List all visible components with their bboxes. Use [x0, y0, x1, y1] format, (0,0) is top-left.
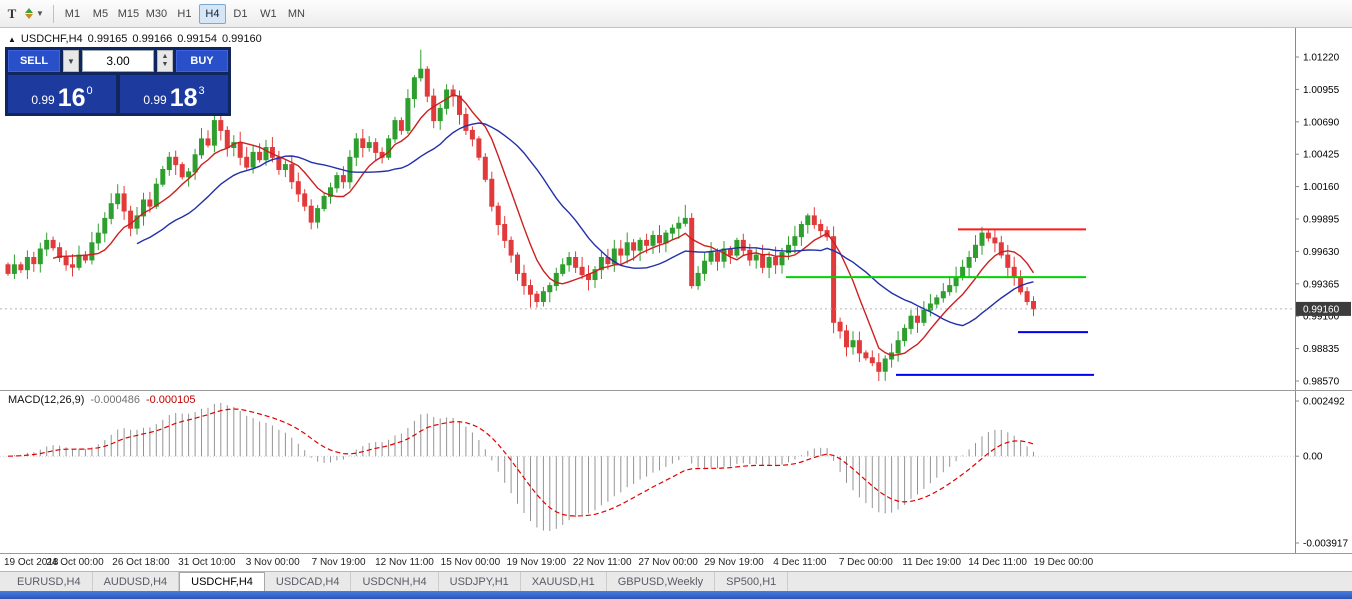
- time-axis[interactable]: 19 Oct 2018 24 Oct 00:00 26 Oct 18:00 31 Oc…: [0, 553, 1352, 571]
- time-label: 26 Oct 18:00: [112, 557, 170, 568]
- ohlc-open: 0.99165: [87, 33, 128, 45]
- svg-text:1.00690: 1.00690: [1303, 117, 1340, 128]
- svg-text:1.00425: 1.00425: [1303, 150, 1340, 161]
- volume-input[interactable]: [82, 50, 154, 72]
- svg-text:0.00: 0.00: [1303, 452, 1323, 463]
- symbol-marker-icon: ▲: [8, 35, 16, 44]
- time-label: 7 Dec 00:00: [838, 557, 893, 568]
- svg-text:0.98570: 0.98570: [1303, 377, 1340, 388]
- tab-usdchf-h4[interactable]: USDCHF,H4: [179, 572, 265, 591]
- bottom-window-edge: [0, 591, 1352, 599]
- sell-price-small: 0.99: [31, 93, 55, 107]
- timeframe-m5[interactable]: M5: [92, 7, 109, 20]
- time-label: 24 Oct 00:00: [46, 557, 104, 568]
- objects-dropdown-button[interactable]: ▼: [21, 3, 48, 25]
- sell-price-button[interactable]: 0.99 16 0: [8, 75, 116, 113]
- timeframe-d1[interactable]: D1: [233, 7, 248, 20]
- sell-button[interactable]: SELL: [8, 50, 60, 72]
- time-label: 29 Nov 19:00: [704, 557, 764, 568]
- timeframe-h1[interactable]: H1: [177, 7, 192, 20]
- volume-spinner[interactable]: ▲ ▼: [157, 50, 173, 72]
- ohlc-high: 0.99166: [132, 33, 173, 45]
- svg-text:0.99100: 0.99100: [1303, 312, 1340, 323]
- buy-price-button[interactable]: 0.99 18 3: [120, 75, 228, 113]
- time-label: 27 Nov 00:00: [638, 557, 698, 568]
- svg-text:0.002492: 0.002492: [1303, 397, 1345, 408]
- time-label: 14 Dec 11:00: [968, 557, 1027, 568]
- macd-signal-value: -0.000105: [145, 394, 196, 406]
- tab-audusd-h4[interactable]: AUDUSD,H4: [93, 572, 180, 591]
- svg-text:1.00955: 1.00955: [1303, 85, 1340, 96]
- buy-button[interactable]: BUY: [176, 50, 228, 72]
- time-label: 11 Dec 19:00: [902, 557, 962, 568]
- text-tool-button[interactable]: T: [3, 3, 21, 25]
- svg-text:0.99630: 0.99630: [1303, 247, 1340, 258]
- text-tool-icon: T: [7, 5, 17, 21]
- chevron-down-icon: ▼: [36, 9, 44, 18]
- buy-price-sup: 3: [198, 85, 205, 97]
- price-chart-panel: 1.01220 1.00955 1.00690 1.00425 1.00160 0.998…: [0, 28, 1352, 390]
- toolbar-separator: [52, 4, 54, 23]
- buy-price-small: 0.99: [143, 93, 167, 107]
- volume-dropdown-button[interactable]: ▼: [63, 50, 79, 72]
- time-label: 22 Nov 11:00: [572, 557, 632, 568]
- macd-main-value: -0.000486: [90, 394, 140, 406]
- ohlc-close: 0.99160: [221, 33, 262, 45]
- time-label: 31 Oct 10:00: [178, 557, 236, 568]
- svg-text:-0.003917: -0.003917: [1303, 539, 1348, 550]
- objects-icon: [25, 8, 33, 19]
- svg-text:0.98835: 0.98835: [1303, 344, 1340, 355]
- time-label: 3 Nov 00:00: [245, 557, 300, 568]
- svg-text:0.99895: 0.99895: [1303, 215, 1340, 226]
- macd-panel: 0.002492 0.00 -0.003917 MACD(12,26,9) -0.0…: [0, 390, 1352, 553]
- svg-text:0.99160: 0.99160: [1303, 304, 1340, 315]
- tab-usdjpy-h1[interactable]: USDJPY,H1: [439, 572, 521, 591]
- tab-usdcnh-h4[interactable]: USDCNH,H4: [351, 572, 439, 591]
- tab-gbpusd-weekly[interactable]: GBPUSD,Weekly: [607, 572, 716, 591]
- macd-canvas[interactable]: 0.002492 0.00 -0.003917: [0, 391, 1352, 553]
- time-label: 19 Nov 19:00: [506, 557, 567, 568]
- time-label: 12 Nov 11:00: [375, 557, 434, 568]
- time-label: 7 Nov 19:00: [311, 557, 366, 568]
- svg-text:1.00160: 1.00160: [1303, 182, 1340, 193]
- time-label: 19 Dec 00:00: [1033, 557, 1094, 568]
- time-label: 15 Nov 00:00: [440, 557, 501, 568]
- tab-usdcad-h4[interactable]: USDCAD,H4: [265, 572, 352, 591]
- timeframe-m30[interactable]: M30: [145, 7, 168, 20]
- one-click-trading-panel: SELL ▼ ▲▼ BUY 0.99 16 0 0.99 18 3: [5, 47, 231, 116]
- timeframe-m15[interactable]: M15: [117, 7, 140, 20]
- time-label: 19 Oct 2018: [4, 557, 59, 568]
- symbol-ohlc-readout: ▲ USDCHF,H4 0.99165 0.99166 0.99154 0.99…: [8, 33, 262, 45]
- tab-eurusd-h4[interactable]: EURUSD,H4: [6, 572, 93, 591]
- timeframe-m1[interactable]: M1: [64, 7, 81, 20]
- toolbar: T ▼ M1 M5 M15 M30 H1 H4 D1 W1 MN: [0, 0, 1352, 28]
- chart-tabs: EURUSD,H4 AUDUSD,H4 USDCHF,H4 USDCAD,H4 USDC…: [0, 571, 1352, 591]
- ohlc-low: 0.99154: [177, 33, 217, 45]
- timeframe-mn[interactable]: MN: [287, 7, 305, 20]
- tab-sp500-h1[interactable]: SP500,H1: [715, 572, 789, 591]
- svg-text:0.99365: 0.99365: [1303, 279, 1340, 290]
- timeframe-w1[interactable]: W1: [260, 7, 277, 20]
- sell-price-sup: 0: [86, 85, 93, 97]
- buy-price-big: 18: [169, 83, 198, 112]
- tab-xauusd-h1[interactable]: XAUUSD,H1: [521, 572, 607, 591]
- symbol-name: USDCHF,H4: [20, 33, 83, 45]
- timeframe-buttons: M1 M5 M15 M30 H1 H4 D1 W1 MN: [59, 3, 310, 24]
- timeframe-h4[interactable]: H4: [198, 3, 226, 24]
- svg-text:1.01220: 1.01220: [1303, 53, 1340, 64]
- price-chart-canvas[interactable]: 1.01220 1.00955 1.00690 1.00425 1.00160 0.998…: [0, 28, 1352, 390]
- macd-indicator-label: MACD(12,26,9) -0.000486 -0.000105: [8, 394, 196, 406]
- sell-price-big: 16: [57, 83, 86, 112]
- time-label: 4 Dec 11:00: [773, 557, 827, 568]
- macd-title: MACD(12,26,9): [8, 394, 85, 406]
